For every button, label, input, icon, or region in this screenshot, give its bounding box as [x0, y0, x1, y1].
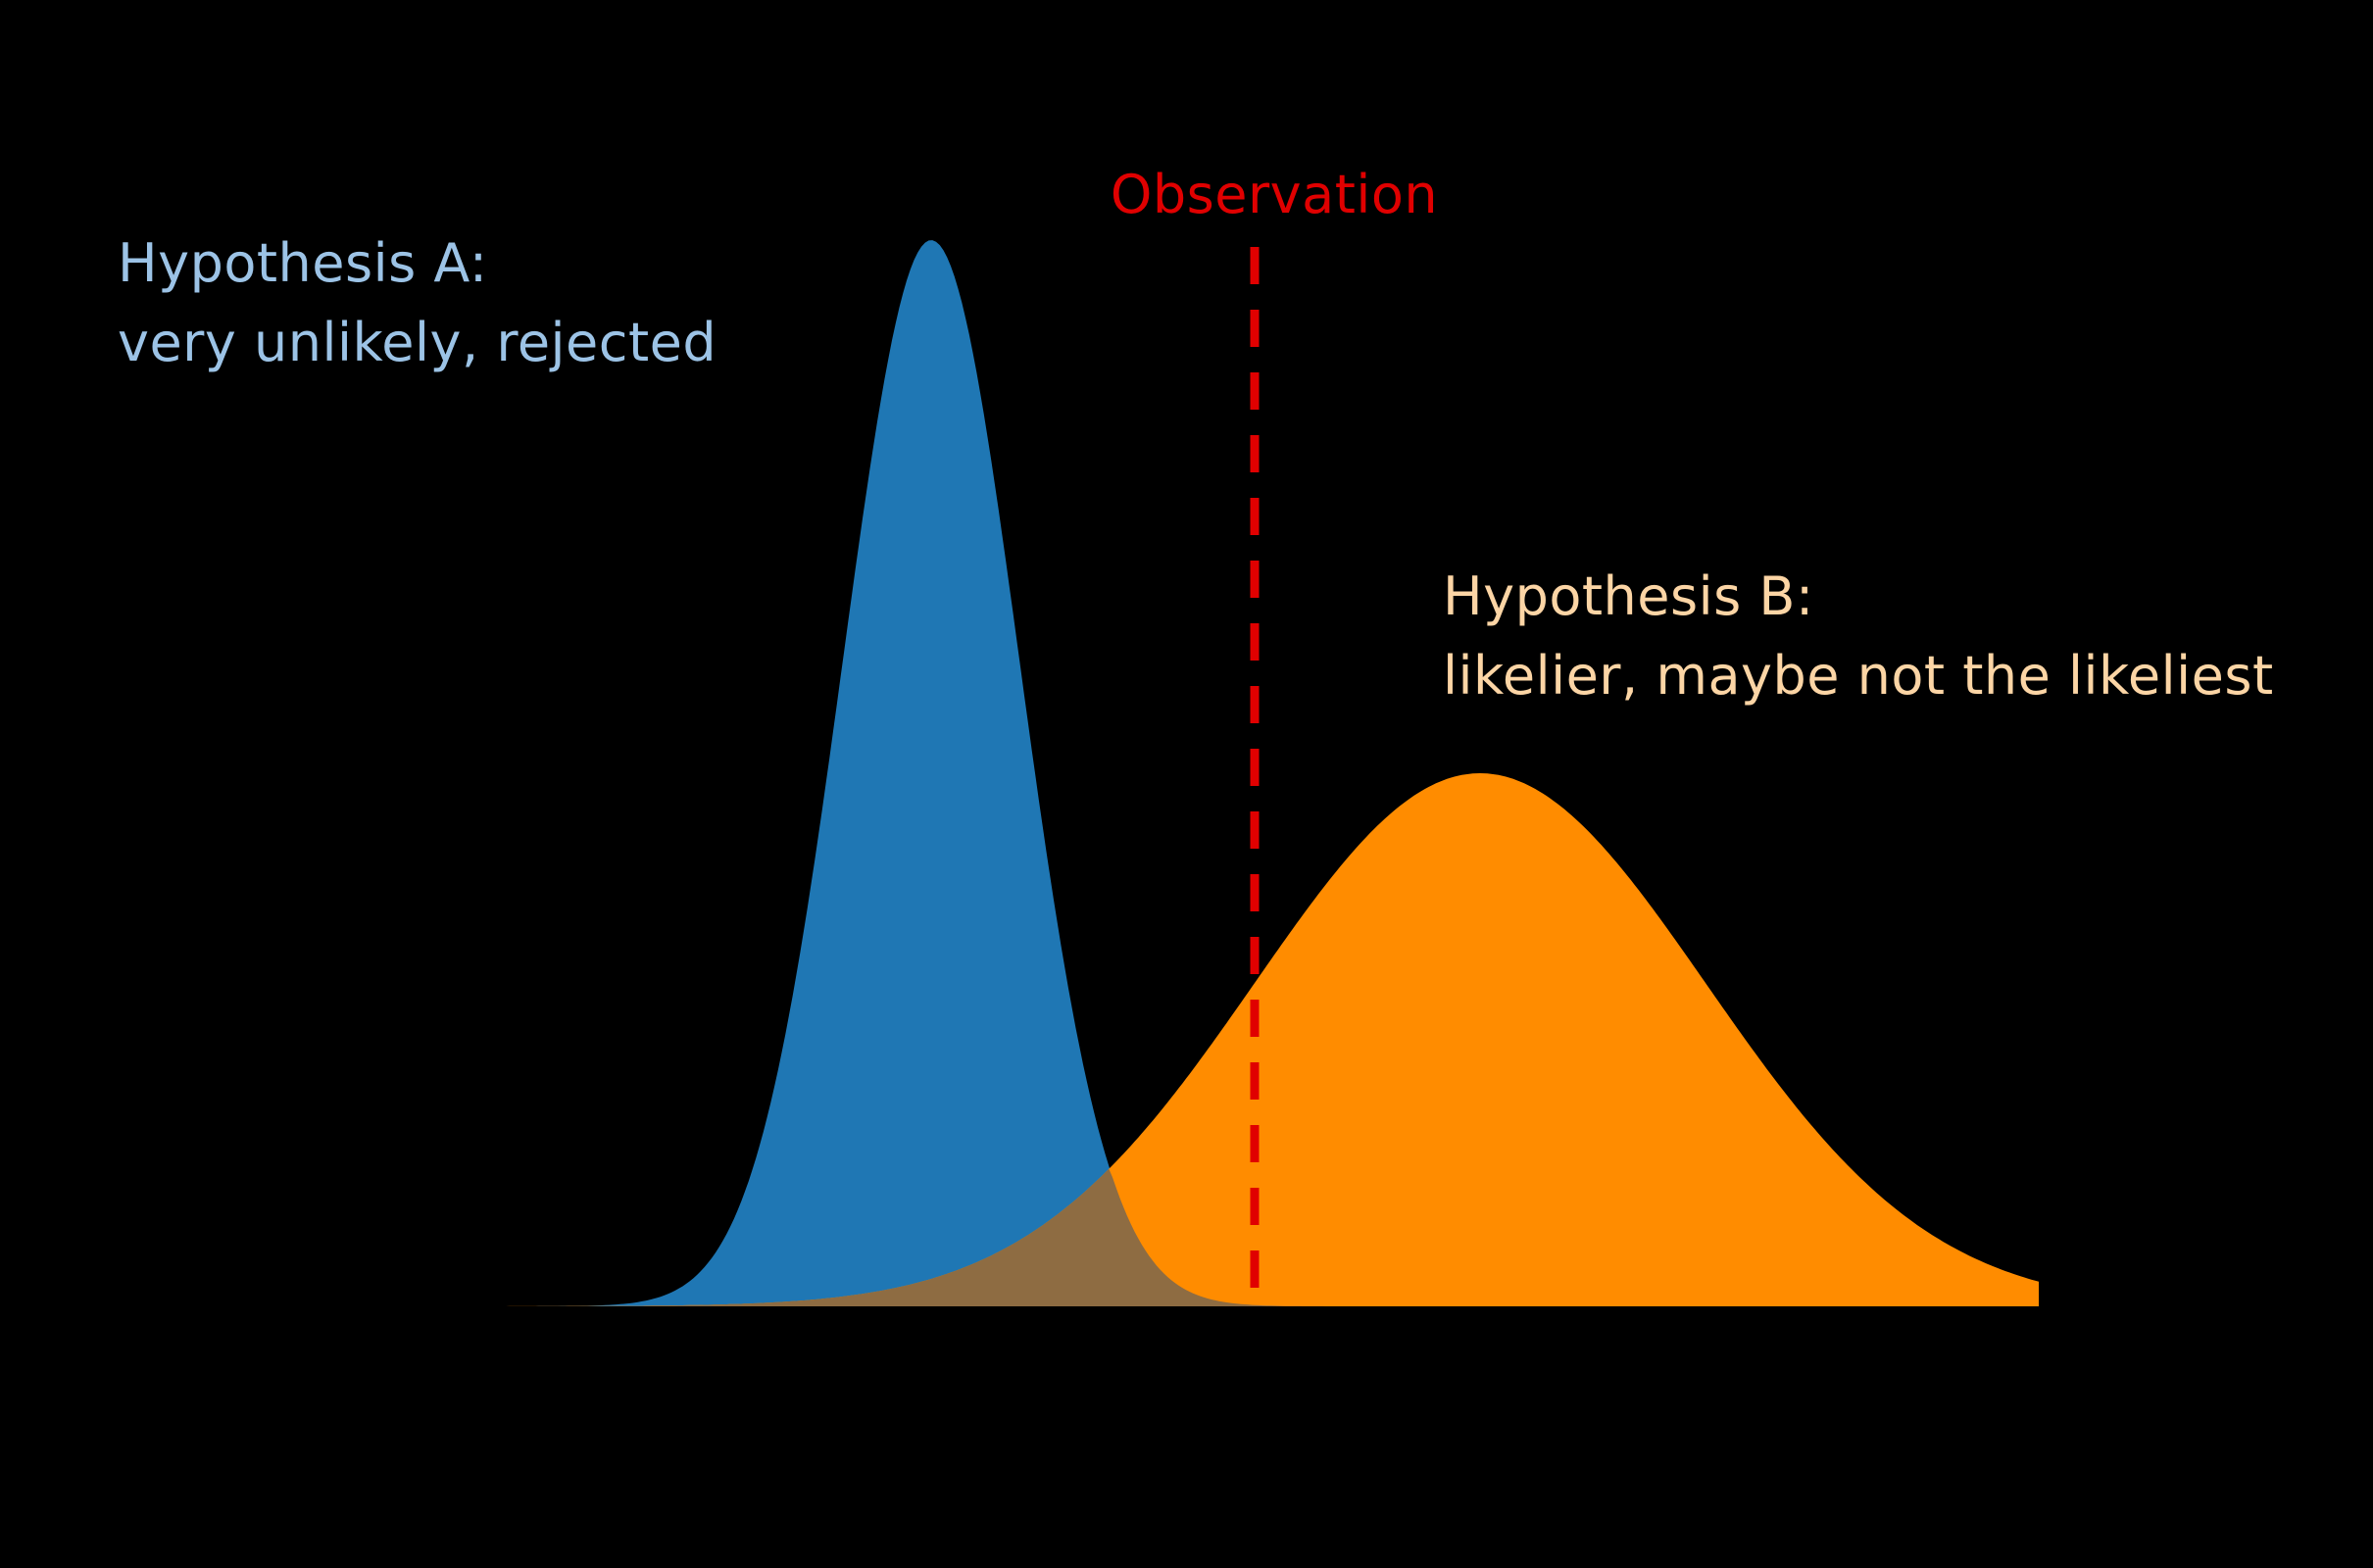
observation-label: Observation: [1110, 164, 1439, 225]
hypothesis-a-label-line1: Hypothesis A:: [118, 232, 488, 294]
overlap-region: [274, 1168, 2039, 1306]
hypothesis-b-label-line1: Hypothesis B:: [1443, 565, 1814, 627]
hypothesis-b-label: Hypothesis B: likelier, maybe not the li…: [1443, 557, 2274, 715]
hypothesis-b-label-line2: likelier, maybe not the likeliest: [1443, 645, 2274, 707]
hypothesis-a-label-line2: very unlikely, rejected: [118, 312, 717, 373]
hypothesis-a-label: Hypothesis A: very unlikely, rejected: [118, 223, 717, 382]
hypothesis-b-curve: [274, 773, 2039, 1306]
